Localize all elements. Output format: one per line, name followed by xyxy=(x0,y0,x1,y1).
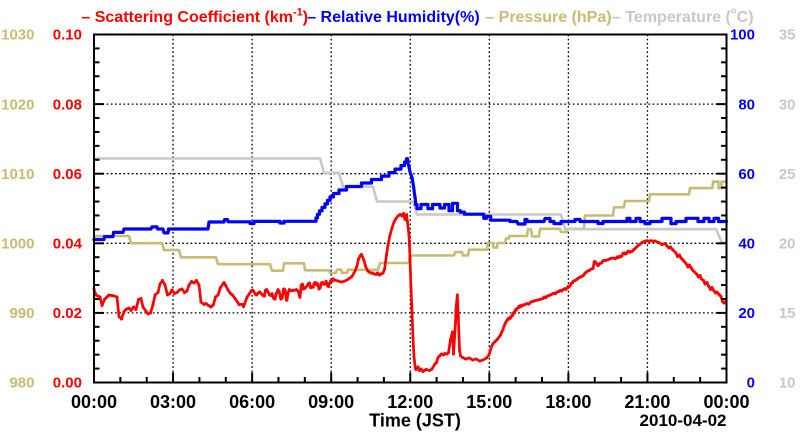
svg-text:18:00: 18:00 xyxy=(545,392,591,412)
svg-text:20: 20 xyxy=(779,236,796,253)
svg-text:1030: 1030 xyxy=(1,27,34,44)
svg-text:980: 980 xyxy=(9,375,34,392)
svg-text:15:00: 15:00 xyxy=(466,392,512,412)
svg-text:12:00: 12:00 xyxy=(387,392,433,412)
svg-text:0: 0 xyxy=(747,375,755,392)
svg-text:20: 20 xyxy=(738,305,755,322)
svg-text:0.08: 0.08 xyxy=(53,96,82,113)
svg-text:990: 990 xyxy=(9,305,34,322)
svg-text:60: 60 xyxy=(738,166,755,183)
svg-text:15: 15 xyxy=(779,305,796,322)
svg-text:40: 40 xyxy=(738,236,755,253)
svg-text:80: 80 xyxy=(738,96,755,113)
svg-text:06:00: 06:00 xyxy=(229,392,275,412)
svg-text:09:00: 09:00 xyxy=(308,392,354,412)
svg-text:– Temperature (oC): – Temperature (oC) xyxy=(612,6,754,27)
svg-text:0.06: 0.06 xyxy=(53,166,82,183)
svg-text:35: 35 xyxy=(779,27,796,44)
svg-text:00:00: 00:00 xyxy=(703,392,749,412)
svg-text:100: 100 xyxy=(730,27,755,44)
svg-text:0.04: 0.04 xyxy=(53,236,83,253)
svg-text:1010: 1010 xyxy=(1,166,34,183)
svg-text:03:00: 03:00 xyxy=(150,392,196,412)
svg-text:30: 30 xyxy=(779,96,796,113)
svg-text:21:00: 21:00 xyxy=(624,392,670,412)
svg-text:– Relative Humidity(%): – Relative Humidity(%) xyxy=(307,9,479,26)
svg-text:– Pressure (hPa): – Pressure (hPa) xyxy=(485,9,611,26)
svg-text:0.00: 0.00 xyxy=(53,375,82,392)
svg-text:2010-04-02: 2010-04-02 xyxy=(640,411,727,430)
svg-text:0.02: 0.02 xyxy=(53,305,82,322)
svg-text:10: 10 xyxy=(779,375,796,392)
svg-text:1000: 1000 xyxy=(1,236,34,253)
svg-text:1020: 1020 xyxy=(1,96,34,113)
svg-text:Time (JST): Time (JST) xyxy=(369,411,461,431)
svg-text:25: 25 xyxy=(779,166,796,183)
svg-text:– Scattering Coefficient (km-1: – Scattering Coefficient (km-1) xyxy=(81,7,308,27)
svg-text:00:00: 00:00 xyxy=(71,392,117,412)
svg-text:0.10: 0.10 xyxy=(53,27,82,44)
